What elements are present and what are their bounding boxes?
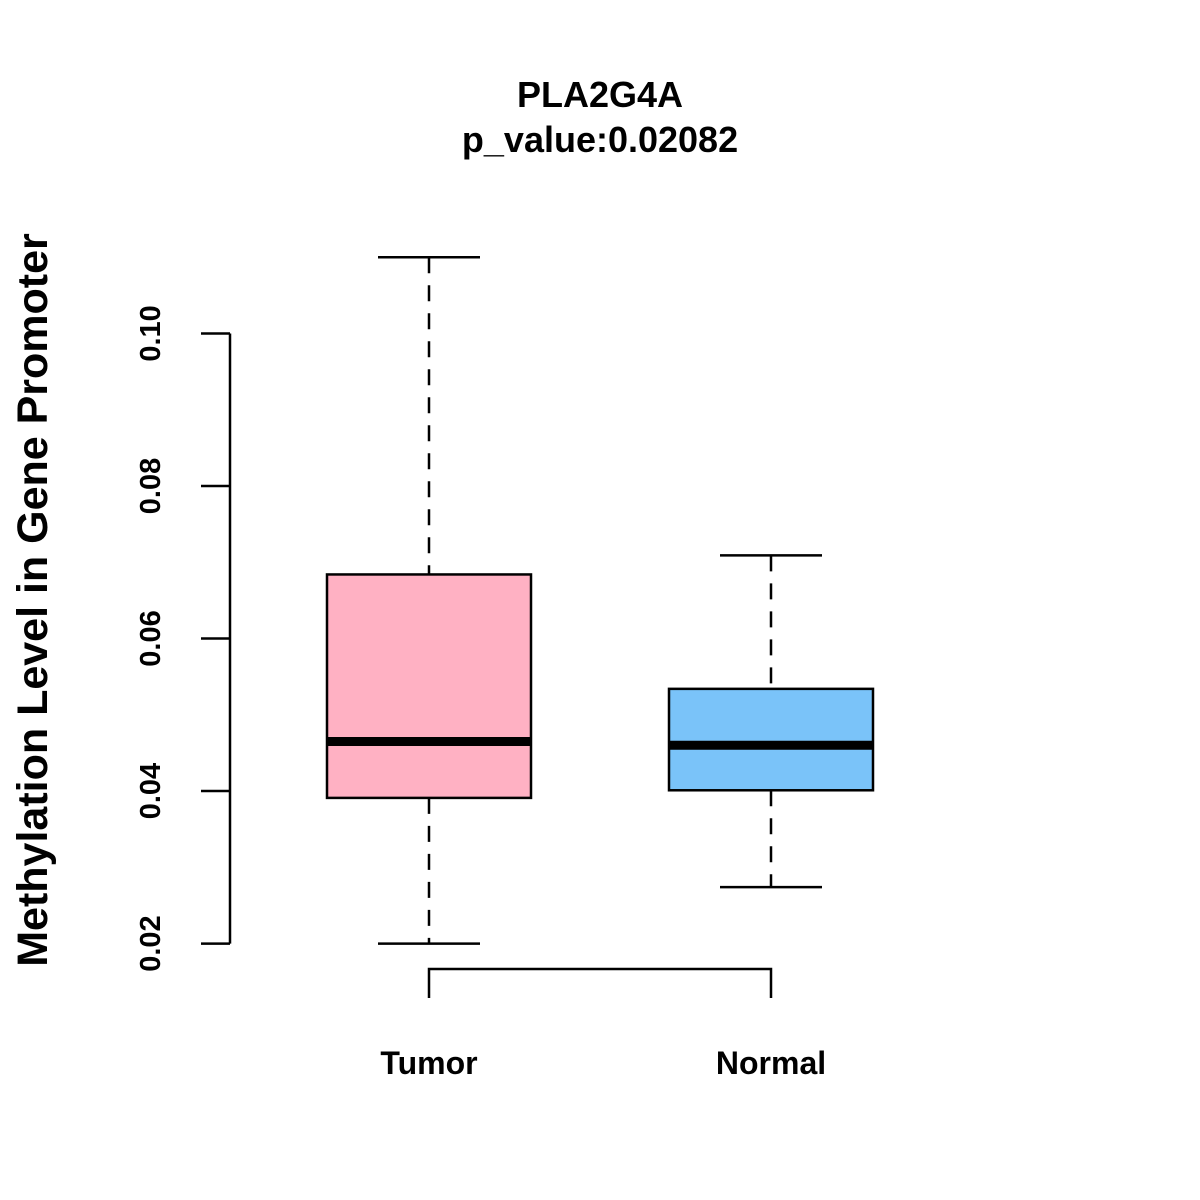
x-axis-category-labels: Tumor Normal <box>380 1045 826 1081</box>
chart-subtitle-text: p_value:0.02082 <box>462 119 738 160</box>
y-axis: 0.02 0.04 0.06 0.08 0.10 <box>135 305 232 972</box>
bracket-line <box>427 967 773 998</box>
x-category-label-normal: Normal <box>716 1045 826 1081</box>
chart-title-text: PLA2G4A <box>517 74 683 115</box>
iqr-box <box>667 687 875 792</box>
box-normal <box>667 554 875 889</box>
box-tumor <box>325 255 533 945</box>
y-tick-label: 0.04 <box>135 763 167 819</box>
iqr-box <box>325 573 533 800</box>
y-tick-label: 0.08 <box>135 458 167 514</box>
y-tick-label: 0.02 <box>135 915 167 971</box>
significance-bracket <box>427 967 773 998</box>
chart-title: PLA2G4A p_value:0.02082 <box>462 74 738 160</box>
y-axis-label: Methylation Level in Gene Promoter <box>9 233 57 967</box>
x-category-label-tumor: Tumor <box>380 1045 477 1081</box>
boxes-group <box>325 255 875 945</box>
y-tick-label: 0.10 <box>135 305 167 361</box>
y-tick-label: 0.06 <box>135 610 167 666</box>
